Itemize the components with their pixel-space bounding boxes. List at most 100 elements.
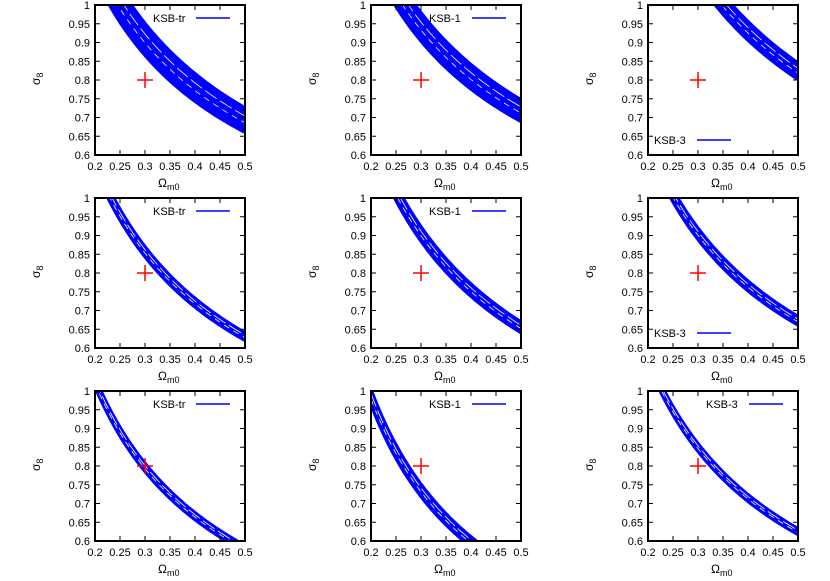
y-tick-label: 0.8	[628, 461, 643, 473]
x-axis-label: Ωm0	[711, 562, 733, 578]
y-tick-label: 0.65	[622, 517, 643, 529]
x-tick-label: 0.3	[413, 547, 428, 559]
y-tick-label: 0.95	[69, 212, 90, 224]
y-axis-label: σ8	[305, 459, 321, 471]
x-tick-label: 0.5	[790, 547, 805, 559]
legend-label: KSB-tr	[153, 206, 186, 218]
y-tick-label: 0.75	[345, 287, 366, 299]
y-tick-label: 0.75	[345, 94, 366, 106]
legend-label: KSB-3	[654, 328, 686, 340]
x-tick-label: 0.4	[740, 354, 755, 366]
x-tick-label: 0.2	[363, 547, 378, 559]
contour-line	[371, 398, 470, 541]
y-tick-label: 0.7	[75, 113, 90, 125]
y-tick-label: 0.95	[622, 212, 643, 224]
x-tick-label: 0.4	[463, 354, 478, 366]
plot-area	[668, 198, 798, 327]
y-tick-label: 0.9	[628, 424, 643, 436]
plot-area	[658, 391, 798, 537]
y-tick-label: 0.95	[345, 212, 366, 224]
x-tick-label: 0.45	[762, 354, 783, 366]
y-tick-label: 0.6	[75, 343, 90, 355]
contour-line	[99, 391, 235, 541]
y-tick-label: 0.85	[622, 56, 643, 68]
y-tick-label: 0.75	[622, 94, 643, 106]
panel-4: 0.2 0.25 0.3 0.35 0.4 0.45 0.5 0.6 0.65 0.7 0.75 0.…	[29, 193, 253, 385]
y-tick-label: 0.65	[69, 517, 90, 529]
panel-1: 0.2 0.25 0.3 0.35 0.4 0.45 0.5 0.6 0.65 0.7 0.75 0.…	[29, 0, 253, 192]
x-tick-label: 0.35	[435, 547, 456, 559]
y-axis-label: σ8	[29, 73, 45, 85]
x-axis-label: Ωm0	[434, 369, 456, 385]
legend-label: KSB-1	[429, 399, 461, 411]
y-tick-label: 0.95	[345, 19, 366, 31]
y-tick-label: 0.7	[75, 306, 90, 318]
y-tick-label: 1	[637, 0, 643, 12]
plot-frame	[94, 390, 246, 542]
panel-8: 0.2 0.25 0.3 0.35 0.4 0.45 0.5 0.6 0.65 0.7 0.75 0.…	[305, 386, 529, 578]
y-tick-label: 0.6	[628, 343, 643, 355]
x-tick-label: 0.45	[209, 547, 230, 559]
y-tick-label: 1	[84, 386, 90, 398]
y-tick-label: 0.65	[622, 324, 643, 336]
y-tick-label: 0.75	[345, 480, 366, 492]
legend-label: KSB-tr	[153, 13, 186, 25]
x-tick-label: 0.2	[640, 161, 655, 173]
y-tick-label: 0.9	[351, 231, 366, 243]
x-tick-label: 0.35	[712, 354, 733, 366]
y-tick-label: 0.65	[345, 517, 366, 529]
y-tick-label: 0.8	[75, 75, 90, 87]
x-tick-label: 0.3	[690, 354, 705, 366]
contour-line	[123, 5, 245, 117]
y-tick-label: 1	[84, 0, 90, 12]
x-tick-label: 0.45	[209, 161, 230, 173]
x-tick-label: 0.4	[187, 547, 202, 559]
x-tick-label: 0.4	[740, 161, 755, 173]
panel-6: 0.2 0.25 0.3 0.35 0.4 0.45 0.5 0.6 0.65 0.7 0.75 0.…	[582, 193, 806, 385]
x-axis-label: Ωm0	[434, 562, 456, 578]
y-tick-label: 0.65	[69, 131, 90, 143]
x-tick-label: 0.2	[640, 354, 655, 366]
confidence-band	[392, 198, 521, 335]
plot-frame	[370, 4, 522, 156]
contour-line	[109, 198, 245, 338]
x-tick-label: 0.5	[790, 354, 805, 366]
contour-line	[371, 393, 474, 541]
y-tick-label: 0.65	[622, 131, 643, 143]
x-tick-label: 0.3	[413, 161, 428, 173]
y-tick-label: 0.6	[628, 536, 643, 548]
y-tick-label: 0.95	[345, 405, 366, 417]
plot-frame	[647, 4, 799, 156]
plot-area	[371, 391, 479, 541]
y-tick-label: 0.7	[351, 499, 366, 511]
x-axis-label: Ωm0	[158, 562, 180, 578]
y-tick-label: 0.7	[351, 113, 366, 125]
panel-9: 0.2 0.25 0.3 0.35 0.4 0.45 0.5 0.6 0.65 0.7 0.75 0.…	[582, 386, 806, 578]
confidence-band	[658, 391, 798, 537]
x-tick-label: 0.35	[159, 161, 180, 173]
x-tick-label: 0.45	[485, 354, 506, 366]
y-tick-label: 0.6	[351, 150, 366, 162]
legend-label: KSB-3	[706, 399, 738, 411]
y-tick-label: 0.85	[69, 249, 90, 261]
y-tick-label: 0.95	[69, 405, 90, 417]
x-tick-label: 0.5	[237, 547, 252, 559]
x-tick-label: 0.45	[762, 161, 783, 173]
plot-area	[713, 5, 798, 82]
x-tick-label: 0.3	[137, 161, 152, 173]
x-tick-label: 0.5	[237, 161, 252, 173]
x-tick-label: 0.2	[87, 354, 102, 366]
y-tick-label: 0.7	[628, 306, 643, 318]
y-tick-label: 0.75	[69, 287, 90, 299]
x-tick-label: 0.2	[363, 161, 378, 173]
contour-line	[661, 391, 798, 533]
y-tick-label: 0.9	[75, 424, 90, 436]
contour-line	[675, 198, 798, 320]
y-tick-label: 0.85	[622, 249, 643, 261]
x-tick-label: 0.35	[712, 161, 733, 173]
x-tick-label: 0.35	[159, 547, 180, 559]
contour-line	[97, 391, 232, 541]
y-tick-label: 0.8	[75, 461, 90, 473]
y-tick-label: 0.75	[622, 287, 643, 299]
y-tick-label: 0.9	[628, 231, 643, 243]
